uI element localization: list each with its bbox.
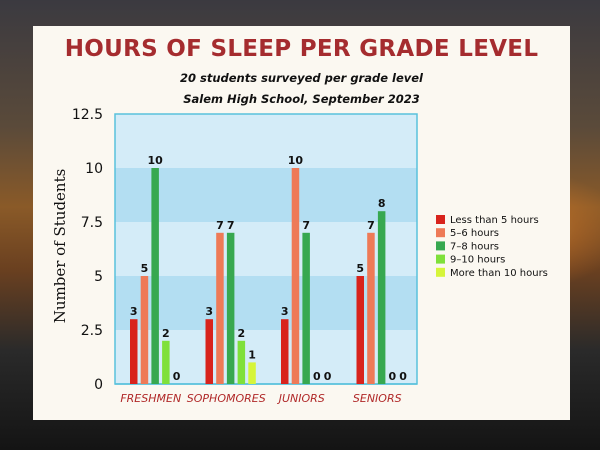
chart-subtitle-source: Salem High School, September 2023 [183, 92, 420, 106]
bar [237, 340, 246, 384]
y-tick-label: 0 [94, 377, 103, 393]
legend-swatch [436, 254, 445, 264]
bar [281, 319, 289, 384]
y-tick-label: 12.5 [72, 107, 103, 123]
data-label: 8 [378, 197, 386, 210]
x-tick-label: JUNIORS [277, 392, 325, 405]
y-tick-label: 7.5 [81, 215, 103, 231]
chart-subtitle: 20 students surveyed per grade level [179, 71, 424, 85]
y-tick-labels: 0 2.5 5 7.5 10 12.5 [72, 107, 103, 393]
data-label: 0 [389, 370, 397, 383]
x-tick-label: SOPHOMORES [187, 392, 266, 405]
legend-label: 9–10 hours [450, 255, 505, 266]
bar [291, 168, 300, 384]
x-category-labels: FRESHMEN SOPHOMORES JUNIORS SENIORS [120, 392, 401, 405]
bar [140, 276, 149, 384]
bar [151, 168, 159, 384]
y-tick-label: 5 [94, 269, 103, 285]
x-tick-label: FRESHMEN [120, 392, 181, 405]
grid-band [115, 168, 417, 222]
bar [130, 319, 138, 384]
data-label: 0 [324, 370, 332, 383]
data-label: 2 [238, 327, 246, 340]
data-label: 1 [248, 348, 256, 361]
legend-label: Less than 5 hours [450, 215, 539, 226]
legend-label: 7–8 hours [450, 241, 499, 252]
data-label: 10 [288, 154, 304, 167]
bar [205, 319, 213, 384]
data-label: 0 [313, 370, 321, 383]
y-tick-label: 10 [85, 161, 103, 177]
chart-card: HOURS OF SLEEP PER GRADE LEVEL 20 studen… [33, 26, 570, 420]
bar [162, 340, 170, 384]
legend-label: More than 10 hours [450, 268, 548, 279]
grid-band [115, 222, 417, 276]
x-tick-label: SENIORS [353, 392, 402, 405]
data-label: 3 [205, 305, 213, 318]
grid-band [115, 114, 417, 168]
data-label: 7 [216, 219, 224, 232]
bar [356, 276, 364, 384]
data-label: 0 [173, 370, 181, 383]
bar [248, 362, 256, 384]
data-label: 5 [141, 262, 149, 275]
bar [377, 211, 386, 384]
legend: Less than 5 hours 5–6 hours 7–8 hours 9–10 … [436, 215, 548, 279]
chart-title: HOURS OF SLEEP PER GRADE LEVEL [64, 36, 539, 62]
bar [302, 232, 310, 384]
bar [226, 232, 235, 384]
data-label: 7 [302, 219, 310, 232]
legend-swatch [436, 228, 445, 238]
data-label: 3 [281, 305, 289, 318]
data-label: 2 [162, 327, 170, 340]
data-label: 0 [399, 370, 407, 383]
legend-swatch [436, 267, 445, 277]
data-label: 10 [147, 154, 163, 167]
y-tick-label: 2.5 [81, 323, 103, 339]
legend-swatch [436, 241, 445, 251]
grid-band [115, 276, 417, 330]
bar [216, 232, 224, 384]
legend-label: 5–6 hours [450, 228, 499, 239]
y-axis-label: Number of Students [51, 169, 69, 324]
data-label: 5 [356, 262, 364, 275]
data-label: 7 [367, 219, 375, 232]
legend-swatch [436, 215, 445, 224]
bar [367, 232, 375, 384]
data-label: 3 [130, 305, 138, 318]
data-label: 7 [227, 219, 235, 232]
bar-marks [130, 168, 386, 384]
